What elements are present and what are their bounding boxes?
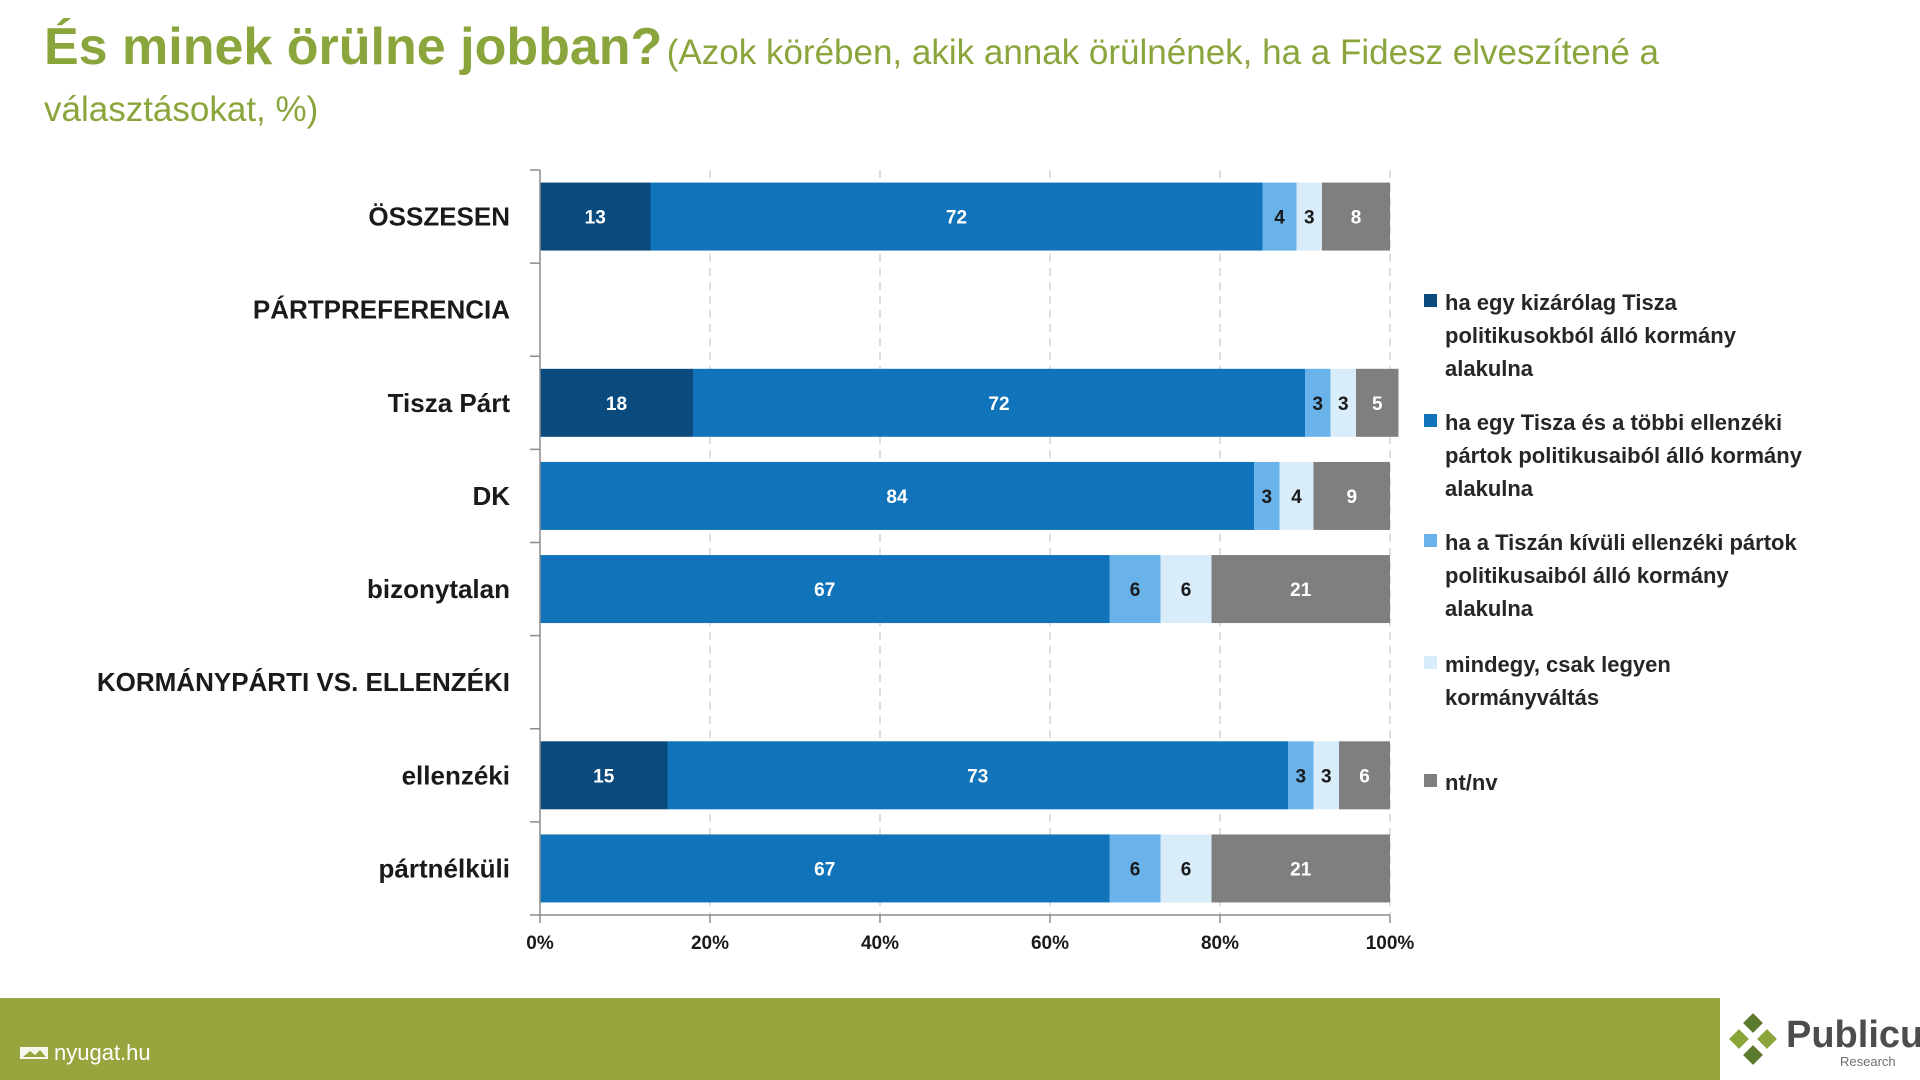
legend-item: mindegy, csak legyen kormányváltás xyxy=(1424,648,1671,714)
data-label: 6 xyxy=(1359,766,1370,787)
category-label: bizonytalan xyxy=(367,574,510,604)
bar-segment xyxy=(540,834,1110,903)
bar-segment xyxy=(540,461,1254,530)
legend-item: ha egy kizárólag Tisza politikusokból áll… xyxy=(1424,286,1736,385)
data-label: 3 xyxy=(1295,766,1306,787)
bar-segment xyxy=(1330,368,1356,437)
bar-segment xyxy=(1305,368,1331,437)
publicus-logo: Publicus Research xyxy=(1720,998,1920,1080)
bar-segment xyxy=(1313,741,1339,810)
category-label: PÁRTPREFERENCIA xyxy=(253,295,510,325)
x-tick-label: 40% xyxy=(861,933,899,954)
data-label: 6 xyxy=(1181,580,1192,601)
bar-segment xyxy=(1160,555,1212,624)
legend-swatch xyxy=(1424,534,1437,547)
title-subtitle: (Azok körében, akik annak örülnének, ha … xyxy=(44,33,1660,129)
category-label: Tisza Párt xyxy=(388,388,511,418)
bar-segment xyxy=(693,368,1305,437)
data-label: 84 xyxy=(886,487,908,508)
x-tick-label: 100% xyxy=(1366,933,1415,954)
data-label: 3 xyxy=(1304,208,1315,229)
source-text: nyugat.hu xyxy=(54,1040,151,1065)
data-label: 15 xyxy=(593,766,615,787)
bar-segment xyxy=(1254,461,1280,530)
source-credit: nyugat.hu xyxy=(20,1040,151,1066)
bar-segment xyxy=(1160,834,1212,903)
x-tick-label: 60% xyxy=(1031,933,1069,954)
bar-segment xyxy=(1109,834,1161,903)
data-label: 13 xyxy=(585,208,606,229)
legend-label: ha a Tiszán kívüli ellenzéki pártok polit… xyxy=(1445,530,1797,621)
category-label: pártnélküli xyxy=(379,853,510,883)
data-label: 72 xyxy=(988,394,1009,415)
data-label: 18 xyxy=(606,394,627,415)
bar-segment xyxy=(1339,741,1390,810)
bar-segment xyxy=(1109,555,1161,624)
bar-segment xyxy=(1262,182,1297,251)
legend-swatch xyxy=(1424,294,1437,307)
legend-swatch xyxy=(1424,774,1437,787)
bar-segment xyxy=(650,182,1263,251)
legend-item: ha egy Tisza és a többi ellenzéki pártok … xyxy=(1424,406,1802,505)
category-label: DK xyxy=(472,481,510,511)
legend-swatch xyxy=(1424,414,1437,427)
x-tick-label: 20% xyxy=(691,933,729,954)
bar-segment xyxy=(1211,834,1390,903)
x-tick-label: 0% xyxy=(526,933,554,954)
chart-title: És minek örülne jobban? (Azok körében, a… xyxy=(44,21,1864,142)
data-label: 67 xyxy=(814,580,835,601)
data-label: 3 xyxy=(1338,394,1349,415)
bar-segment xyxy=(540,741,668,810)
data-label: 6 xyxy=(1130,580,1141,601)
bar-segment xyxy=(1296,182,1322,251)
bar-segment xyxy=(540,555,1110,624)
bar-segment xyxy=(1322,182,1390,251)
legend-item: nt/nv xyxy=(1424,766,1498,799)
logo-name: Publicus xyxy=(1786,1014,1920,1056)
publicus-diamond-icon xyxy=(1729,1013,1777,1065)
category-label: ellenzéki xyxy=(402,760,510,790)
bar-segment xyxy=(1313,461,1390,530)
data-label: 5 xyxy=(1372,394,1383,415)
bar-segment xyxy=(540,368,693,437)
bar-segment xyxy=(1211,555,1390,624)
data-label: 9 xyxy=(1346,487,1357,508)
data-label: 73 xyxy=(967,766,988,787)
legend-label: ha egy Tisza és a többi ellenzéki pártok … xyxy=(1445,410,1802,501)
data-label: 4 xyxy=(1291,487,1302,508)
data-label: 4 xyxy=(1274,208,1285,229)
data-label: 67 xyxy=(814,859,835,880)
bar-segment xyxy=(1288,741,1314,810)
category-label: KORMÁNYPÁRTI VS. ELLENZÉKI xyxy=(97,667,510,697)
data-label: 3 xyxy=(1261,487,1272,508)
data-label: 72 xyxy=(946,208,967,229)
data-label: 6 xyxy=(1181,859,1192,880)
legend-item: ha a Tiszán kívüli ellenzéki pártok polit… xyxy=(1424,526,1797,625)
bar-segment xyxy=(667,741,1288,810)
legend-label: nt/nv xyxy=(1445,770,1498,795)
title-main: És minek örülne jobban? xyxy=(44,18,663,76)
source-logo-icon xyxy=(20,1047,48,1059)
category-label: ÖSSZESEN xyxy=(368,202,510,232)
data-label: 21 xyxy=(1290,580,1312,601)
legend-swatch xyxy=(1424,656,1437,669)
data-label: 6 xyxy=(1130,859,1141,880)
x-tick-label: 80% xyxy=(1201,933,1239,954)
footer-bar xyxy=(0,998,1720,1080)
data-label: 8 xyxy=(1351,208,1362,229)
legend-label: ha egy kizárólag Tisza politikusokból áll… xyxy=(1445,290,1736,381)
legend-label: mindegy, csak legyen kormányváltás xyxy=(1445,652,1671,710)
bar-segment xyxy=(1279,461,1314,530)
logo-subtitle: Research xyxy=(1840,1054,1896,1069)
data-label: 3 xyxy=(1312,394,1323,415)
bar-segment xyxy=(1356,368,1399,437)
bar-segment xyxy=(540,182,651,251)
data-label: 3 xyxy=(1321,766,1332,787)
data-label: 21 xyxy=(1290,859,1312,880)
